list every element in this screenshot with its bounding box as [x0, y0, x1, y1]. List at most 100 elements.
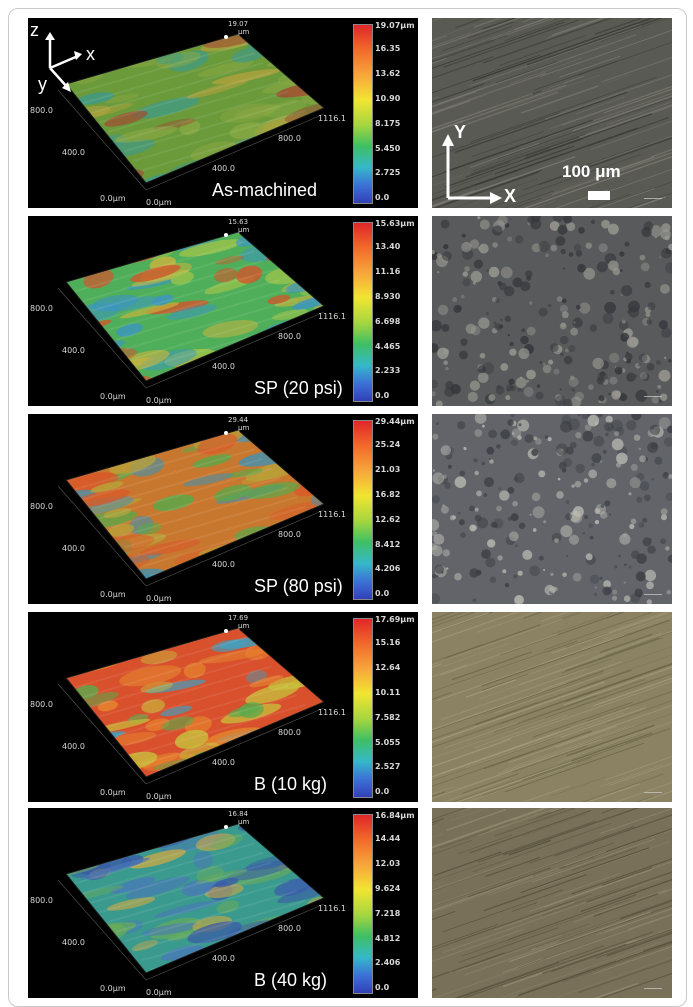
tick-x-end: 1116.1 — [318, 510, 346, 519]
peak-marker — [224, 629, 228, 633]
colorbar-tick-label: 13.40 — [375, 242, 401, 251]
colorbar-tick-label: 29.44μm — [375, 417, 415, 426]
height-colorbar — [353, 24, 373, 204]
colorbar-tick-label: 0.0 — [375, 193, 390, 202]
tick-y-zero: 0.0μm — [100, 984, 126, 993]
optical-micrograph: Y X 100 μm — [432, 18, 672, 208]
colorbar-tick-label: 17.69μm — [375, 615, 415, 624]
surface-3d-plot — [57, 429, 325, 587]
peak-height-unit: μm — [238, 424, 250, 432]
micrograph-image — [432, 216, 672, 406]
colorbar-tick-label: 21.03 — [375, 465, 401, 474]
colorbar-tick-label: 7.218 — [375, 909, 401, 918]
micrograph-image — [432, 808, 672, 998]
figure-row: z x y 19.07 μm 800.0 400.0 0.0μm 0.0μm 400.0 800.0… — [28, 18, 672, 208]
treatment-label: SP (20 psi) — [254, 378, 343, 398]
peak-height-value: 19.07 — [228, 20, 249, 28]
colorbar-tick-label: 8.412 — [375, 540, 401, 549]
surface-profile-panel: z x y 19.07 μm 800.0 400.0 0.0μm 0.0μm 400.0 800.0… — [28, 18, 418, 208]
peak-height-value: 29.44 — [228, 416, 249, 424]
peak-height-value: 15.63 — [228, 218, 249, 226]
colorbar-tick-label: 12.64 — [375, 663, 401, 672]
figure-row: 15.63 μm 800.0 400.0 0.0μm 0.0μm 400.0 800.0 111… — [28, 216, 672, 406]
scale-bar-label: 100 μm — [562, 162, 621, 181]
tick-x-zero: 0.0μm — [146, 988, 172, 997]
tick-x-400: 400.0 — [212, 954, 235, 963]
tick-x-zero: 0.0μm — [146, 198, 172, 207]
x-axis-line — [145, 707, 325, 785]
x-axis-line — [145, 509, 325, 587]
tick-x-400: 400.0 — [212, 560, 235, 569]
colorbar-tick-label: 9.624 — [375, 884, 401, 893]
tick-x-800: 800.0 — [278, 728, 301, 737]
colorbar-tick-label: 4.206 — [375, 564, 401, 573]
tick-y-800: 800.0 — [30, 106, 53, 115]
peak-marker — [224, 825, 228, 829]
y-axis-line — [57, 89, 147, 191]
tick-x-zero: 0.0μm — [146, 594, 172, 603]
xy-axes-icon — [442, 134, 502, 204]
colorbar-tick-label: 15.16 — [375, 638, 401, 647]
peak-marker — [224, 233, 228, 237]
peak-height-unit: μm — [238, 622, 250, 630]
y-axis-line — [57, 485, 147, 587]
tick-x-400: 400.0 — [212, 758, 235, 767]
y-axis-label: y — [38, 74, 47, 94]
peak-height-annotation: 29.44 μm — [228, 416, 249, 432]
optical-micrograph — [432, 808, 672, 998]
colorbar-tick-label: 2.406 — [375, 958, 401, 967]
tick-y-zero: 0.0μm — [100, 590, 126, 599]
micrograph-image — [432, 414, 672, 604]
peak-height-annotation: 17.69 μm — [228, 614, 249, 630]
treatment-label: B (10 kg) — [254, 774, 328, 794]
colorbar-tick-label: 10.11 — [375, 688, 401, 697]
colorbar-tick-label: 0.0 — [375, 589, 390, 598]
micrograph-scale-mark — [644, 988, 662, 989]
peak-height-value: 16.84 — [228, 810, 249, 818]
colorbar-tick-label: 8.930 — [375, 292, 401, 301]
tick-y-800: 800.0 — [30, 700, 53, 709]
colorbar-tick-label: 4.812 — [375, 934, 401, 943]
peak-height-unit: μm — [238, 226, 250, 234]
x-axis-line — [145, 311, 325, 389]
colorbar-tick-label: 12.62 — [375, 515, 401, 524]
colorbar-tick-label: 5.055 — [375, 738, 401, 747]
colorbar-tick-label: 0.0 — [375, 391, 390, 400]
colorbar-tick-label: 5.450 — [375, 144, 401, 153]
colorbar-tick-label: 15.63μm — [375, 219, 415, 228]
height-colorbar — [353, 814, 373, 994]
colorbar-tick-label: 25.24 — [375, 440, 401, 449]
photo-y-axis-label: Y — [454, 122, 467, 142]
height-colorbar — [353, 618, 373, 798]
micrograph-scale-mark — [644, 198, 662, 199]
peak-height-value: 17.69 — [228, 614, 249, 622]
colorbar-tick-label: 11.16 — [375, 267, 401, 276]
peak-height-annotation: 15.63 μm — [228, 218, 249, 234]
colorbar-tick-label: 16.82 — [375, 490, 401, 499]
tick-x-end: 1116.1 — [318, 904, 346, 913]
optical-micrograph — [432, 414, 672, 604]
tick-x-end: 1116.1 — [318, 312, 346, 321]
tick-x-400: 400.0 — [212, 362, 235, 371]
colorbar-tick-label: 16.84μm — [375, 811, 415, 820]
surface-profile-panel: 15.63 μm 800.0 400.0 0.0μm 0.0μm 400.0 800.0 111… — [28, 216, 418, 406]
peak-height-unit: μm — [238, 28, 250, 36]
tick-x-800: 800.0 — [278, 332, 301, 341]
figure-row: 29.44 μm 800.0 400.0 0.0μm 0.0μm 400.0 800.0 111… — [28, 414, 672, 604]
figure-row: 17.69 μm 800.0 400.0 0.0μm 0.0μm 400.0 800.0 111… — [28, 612, 672, 802]
tick-x-zero: 0.0μm — [146, 396, 172, 405]
tick-y-800: 800.0 — [30, 304, 53, 313]
treatment-label: B (40 kg) — [254, 970, 328, 990]
colorbar-tick-label: 7.582 — [375, 713, 401, 722]
tick-x-zero: 0.0μm — [146, 792, 172, 801]
peak-height-unit: μm — [238, 818, 250, 826]
tick-y-zero: 0.0μm — [100, 194, 126, 203]
treatment-label: As-machined — [212, 180, 318, 200]
peak-marker — [224, 35, 228, 39]
colorbar-tick-label: 2.233 — [375, 366, 401, 375]
treatment-label: SP (80 psi) — [254, 576, 343, 596]
y-axis-line — [57, 287, 147, 389]
surface-texture — [66, 232, 324, 381]
x-axis-line — [145, 113, 325, 191]
micrograph-image — [432, 18, 672, 208]
